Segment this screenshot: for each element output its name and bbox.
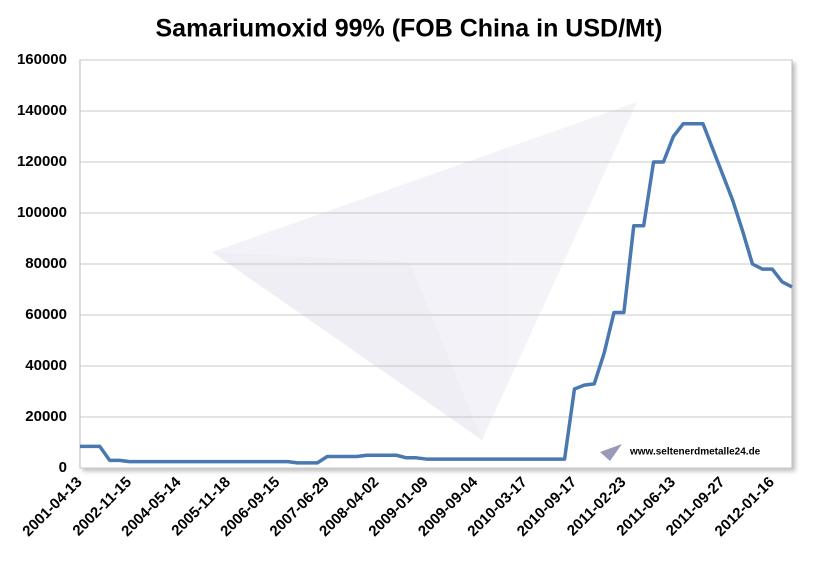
y-tick-label: 100000 — [17, 204, 67, 221]
y-tick-label: 60000 — [25, 306, 67, 323]
watermark-logo — [212, 102, 637, 440]
y-tick-label: 120000 — [17, 153, 67, 170]
data-line — [80, 122, 793, 465]
chart-title: Samariumoxid 99% (FOB China in USD/Mt) — [155, 15, 662, 43]
watermark-icon — [600, 444, 622, 461]
y-tick-label: 40000 — [25, 357, 67, 374]
watermark-text: www.seltenerdmetalle24.de — [629, 447, 761, 458]
y-tick-label: 80000 — [25, 255, 67, 272]
y-tick-label: 0 — [59, 459, 67, 476]
y-tick-label: 20000 — [25, 408, 67, 425]
y-tick-label: 160000 — [17, 51, 67, 68]
y-tick-label: 140000 — [17, 102, 67, 119]
